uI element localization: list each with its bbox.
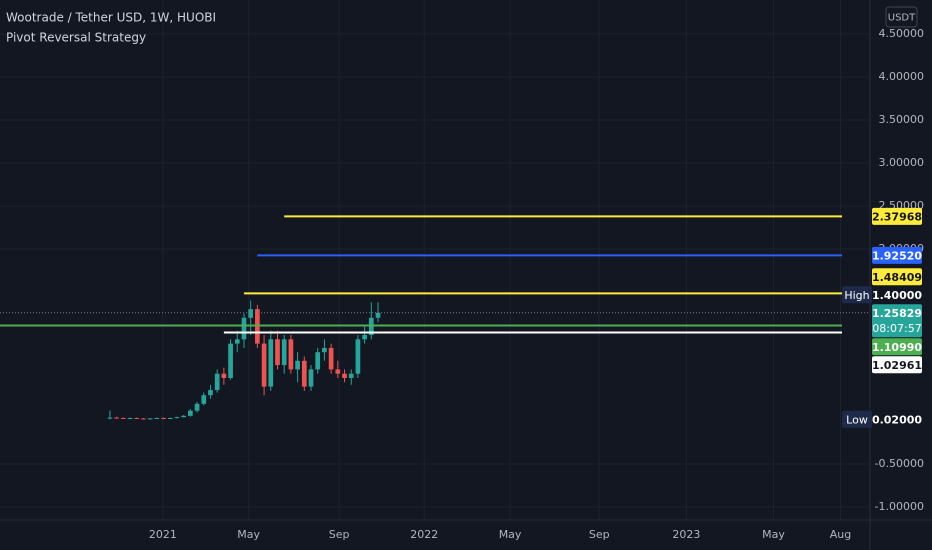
- x-tick-label: Sep: [589, 528, 610, 541]
- price-labels: 2.37968 1.92520 1.48409 1.10990 1.02961 1.400…: [842, 207, 922, 428]
- price-label: 1.48409: [872, 271, 922, 284]
- candle-body: [167, 417, 173, 419]
- candle-body: [335, 369, 341, 374]
- candle-body: [161, 417, 166, 419]
- x-tick-label: 2022: [410, 528, 438, 541]
- candle-body: [228, 343, 233, 379]
- candle-body: [342, 373, 347, 379]
- price-label: 2.37968: [872, 210, 922, 223]
- price-label: 1.92520: [872, 249, 922, 262]
- candle-body: [134, 417, 140, 419]
- candle-body: [234, 339, 240, 344]
- y-tick-label: 3.00000: [879, 156, 925, 169]
- marker-tag: Low: [846, 413, 868, 426]
- marker-tag-box: [842, 286, 872, 304]
- candle-body: [301, 360, 307, 387]
- candle-body: [114, 417, 119, 419]
- candle-body: [268, 339, 274, 387]
- price-label-box: [872, 338, 922, 356]
- plot: [0, 215, 870, 420]
- x-tick-label: May: [237, 528, 260, 541]
- y-tick-label: 4.50000: [879, 27, 925, 40]
- current-price-box: [872, 304, 922, 338]
- price-label: 1.10990: [872, 341, 922, 354]
- current-price-label: 1.25829: [872, 307, 922, 320]
- price-label: 0.02000: [872, 413, 922, 426]
- price-label: 1.40000: [872, 289, 922, 302]
- price-label-box: [872, 268, 922, 286]
- currency-label[interactable]: USDT: [888, 13, 916, 24]
- chart-title: Wootrade / Tether USD, 1W, HUOBI: [6, 11, 216, 25]
- candle-body: [355, 339, 361, 374]
- candle-body: [241, 317, 247, 340]
- candle-body: [107, 417, 113, 419]
- price-label-box: [872, 207, 922, 225]
- countdown-label: 08:07:57: [872, 322, 921, 335]
- x-tick-label: 2021: [149, 528, 177, 541]
- grid: [0, 0, 870, 520]
- y-tick-label: 3.50000: [879, 113, 925, 126]
- candle-body: [174, 417, 180, 419]
- price-label-box: [872, 356, 922, 374]
- candle-body: [248, 309, 254, 318]
- candle-body: [308, 369, 314, 387]
- marker-tag-box: [842, 410, 872, 428]
- candle-body: [328, 347, 334, 370]
- marker-tag: High: [844, 289, 869, 302]
- candle-body: [322, 347, 327, 353]
- chart-subtitle: Pivot Reversal Strategy: [6, 31, 146, 45]
- y-tick-label: -0.50000: [875, 457, 924, 470]
- candle-body: [201, 395, 207, 404]
- candle-body: [221, 373, 227, 379]
- x-tick-label: Aug: [830, 528, 851, 541]
- candle-body: [375, 312, 381, 318]
- currency-button[interactable]: [885, 6, 918, 28]
- candle-body: [147, 418, 153, 420]
- price-label-box: [872, 410, 922, 428]
- x-tick-label: 2023: [672, 528, 700, 541]
- candle-body: [288, 339, 294, 370]
- candle-body: [188, 410, 193, 416]
- price-label-box: [872, 246, 922, 264]
- candle-body: [127, 417, 133, 419]
- y-tick-label: 4.00000: [879, 70, 925, 83]
- candle-body: [120, 417, 126, 419]
- candle-body: [261, 343, 267, 387]
- candle-body: [275, 339, 280, 366]
- candle-body: [348, 373, 354, 379]
- candle-body: [141, 418, 146, 420]
- candle-body: [315, 352, 321, 370]
- price-label: 1.02961: [872, 359, 922, 372]
- x-tick-label: May: [499, 528, 522, 541]
- candle-body: [214, 373, 220, 391]
- candle-body: [181, 415, 186, 418]
- candle-body: [362, 334, 367, 340]
- candle-body: [281, 339, 287, 366]
- price-label-box: [872, 286, 922, 304]
- x-tick-label: Sep: [329, 528, 350, 541]
- candle-body: [194, 403, 200, 411]
- x-tick-label: May: [762, 528, 785, 541]
- y-tick-label: -1.00000: [875, 500, 924, 513]
- candle-body: [208, 390, 213, 396]
- candle-body: [295, 360, 300, 370]
- candle-body: [154, 417, 160, 419]
